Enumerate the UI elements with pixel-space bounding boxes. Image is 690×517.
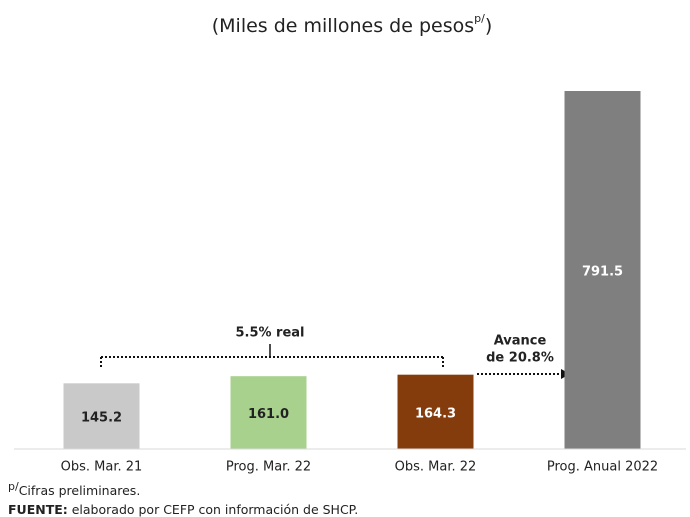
value-label: 161.0 [248,407,289,422]
footnote-superscript: p/ [8,480,19,493]
bracket [100,356,444,367]
footnote: p/Cifras preliminares. [8,480,140,498]
chart-title: (Miles de millones de pesosp/) [212,12,493,37]
annotation: Avance [494,334,547,349]
title-superscript: p/ [474,12,485,25]
annotation: de 20.8% [486,351,554,366]
footnote-text: Cifras preliminares. [19,483,141,498]
value-label: 164.3 [415,406,456,421]
x-tick-label: Obs. Mar. 22 [395,460,477,475]
title-text: (Miles de millones de pesos [212,15,474,37]
annotation: 5.5% real [235,326,304,341]
bar [397,374,474,449]
value-label: 791.5 [582,265,623,280]
value-label: 145.2 [81,411,122,426]
source-label: FUENTE: [8,502,68,517]
source-text: elaborado por CEFP con información de SH… [68,502,359,517]
x-tick-label: Prog. Mar. 22 [226,460,311,475]
bar [230,376,307,449]
bar [63,383,140,449]
source: FUENTE: elaborado por CEFP con informaci… [8,502,358,517]
x-tick-label: Obs. Mar. 21 [61,460,143,475]
bar [564,91,641,449]
x-tick-label: Prog. Anual 2022 [547,460,658,475]
title-end: ) [485,15,492,37]
